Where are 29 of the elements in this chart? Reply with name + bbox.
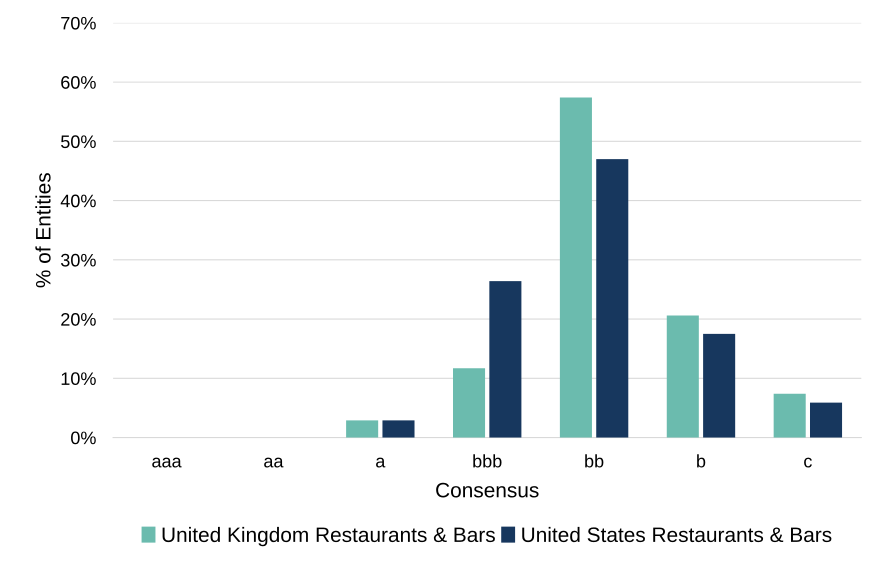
- y-tick-label: 0%: [71, 432, 96, 444]
- bar: [452, 368, 486, 438]
- bar: [774, 394, 806, 438]
- y-tick-label: 50%: [61, 135, 96, 148]
- x-tick-label: bbb: [473, 454, 502, 468]
- x-tick-label: bb: [585, 454, 604, 468]
- bar: [560, 98, 592, 438]
- legend-label: United States Restaurants & Bars: [522, 526, 832, 542]
- x-tick-label: aa: [264, 458, 284, 468]
- y-tick-label: 20%: [61, 313, 96, 326]
- bar: [810, 402, 842, 438]
- x-tick-label: a: [376, 458, 386, 468]
- x-tick-label: b: [697, 454, 706, 468]
- x-tick-label: c: [804, 458, 812, 468]
- y-tick-label: 70%: [61, 16, 96, 30]
- x-axis-title: Consensus: [436, 482, 539, 498]
- y-tick-label: 10%: [62, 372, 96, 386]
- bar: [703, 334, 736, 438]
- bar: [666, 316, 699, 438]
- y-axis-title: % of Entities: [35, 173, 51, 288]
- bar: [382, 420, 415, 438]
- bar: [489, 281, 522, 438]
- y-tick-label: 30%: [60, 254, 96, 267]
- y-tick-label: 40%: [60, 194, 96, 208]
- y-tick-label: 60%: [61, 76, 96, 89]
- bar: [596, 159, 628, 438]
- bar: [346, 420, 378, 438]
- legend-label: United Kingdom Restaurants & Bars: [162, 526, 495, 546]
- x-tick-label: aaa: [152, 458, 182, 468]
